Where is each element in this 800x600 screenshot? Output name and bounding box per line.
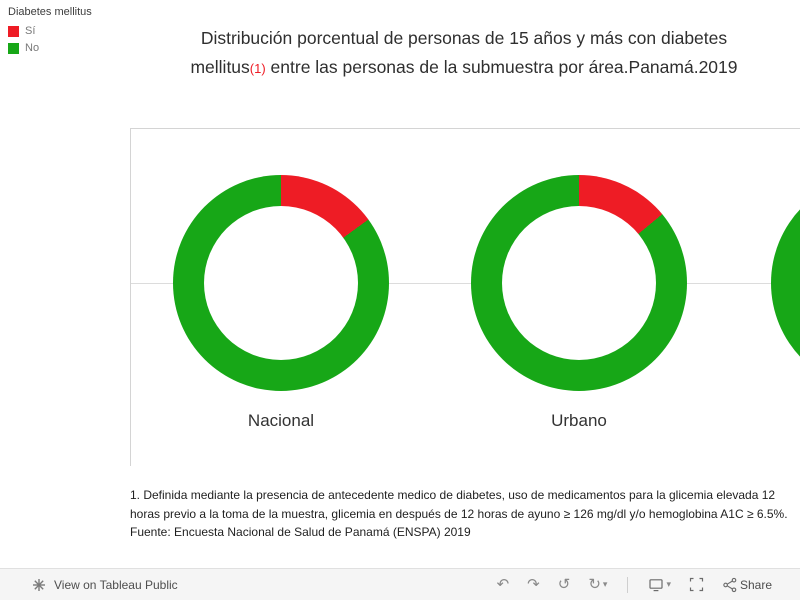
legend-title: Diabetes mellitus: [8, 6, 92, 18]
chart-title-line2: mellitus(1) entre las personas de la sub…: [190, 56, 738, 77]
legend-swatch-si: [8, 25, 19, 37]
donut-nacional[interactable]: [173, 175, 389, 391]
share-label: Share: [739, 577, 772, 592]
chart-title: Distribución porcentual de personas de 1…: [130, 24, 798, 82]
legend-item-no[interactable]: No: [8, 42, 92, 54]
tableau-viz-icon: [33, 578, 45, 591]
toolbar-actions: ↶ ↷ ↺ ↻ ▾ ▾: [491, 575, 778, 595]
footnote-ref: (1): [249, 60, 266, 76]
legend-item-si[interactable]: Sí: [8, 25, 92, 37]
redo-icon: ↷: [527, 576, 540, 593]
redo-button[interactable]: ↷: [521, 575, 546, 594]
chart-title-line1: Distribución porcentual de personas de 1…: [200, 28, 728, 48]
donut-partial-right[interactable]: [771, 175, 800, 391]
chart-area: Nacional Urbano: [130, 128, 800, 466]
color-legend: Diabetes mellitus Sí No: [8, 6, 92, 59]
footnote-definition: 1. Definida mediante la presencia de ant…: [130, 488, 788, 521]
view-on-tableau-public-label: View on Tableau Public: [54, 577, 178, 592]
share-icon: [723, 577, 737, 592]
download-icon: [649, 578, 664, 591]
fullscreen-button[interactable]: [683, 575, 710, 594]
footnote-source: Fuente: Encuesta Nacional de Salud de Pa…: [130, 525, 471, 540]
download-button[interactable]: ▾: [642, 575, 677, 595]
replay-icon: ↻: [588, 576, 601, 593]
axis-gridline: [131, 283, 800, 284]
revert-icon: ↺: [557, 576, 571, 593]
legend-label-si: Sí: [25, 25, 36, 37]
toolbar-divider: [627, 576, 629, 593]
donut-urbano[interactable]: [471, 175, 687, 391]
legend-label-no: No: [25, 42, 40, 54]
revert-button[interactable]: ↺: [552, 575, 577, 594]
undo-button[interactable]: ↶: [491, 575, 516, 594]
tableau-toolbar: View on Tableau Public ↶ ↷ ↺ ↻ ▾ ▾: [0, 568, 800, 600]
footnotes: 1. Definida mediante la presencia de ant…: [130, 486, 794, 542]
chevron-down-icon: ▾: [602, 579, 608, 589]
share-button[interactable]: Share: [716, 575, 778, 595]
legend-swatch-no: [8, 42, 19, 54]
undo-icon: ↶: [496, 576, 510, 593]
chevron-down-icon: ▾: [666, 579, 671, 589]
fullscreen-icon: [689, 577, 704, 592]
category-label-nacional: Nacional: [247, 411, 315, 430]
replay-animation-button[interactable]: ↻ ▾: [582, 575, 613, 594]
view-on-tableau-public-link[interactable]: View on Tableau Public: [32, 578, 178, 592]
category-label-urbano: Urbano: [551, 411, 607, 430]
